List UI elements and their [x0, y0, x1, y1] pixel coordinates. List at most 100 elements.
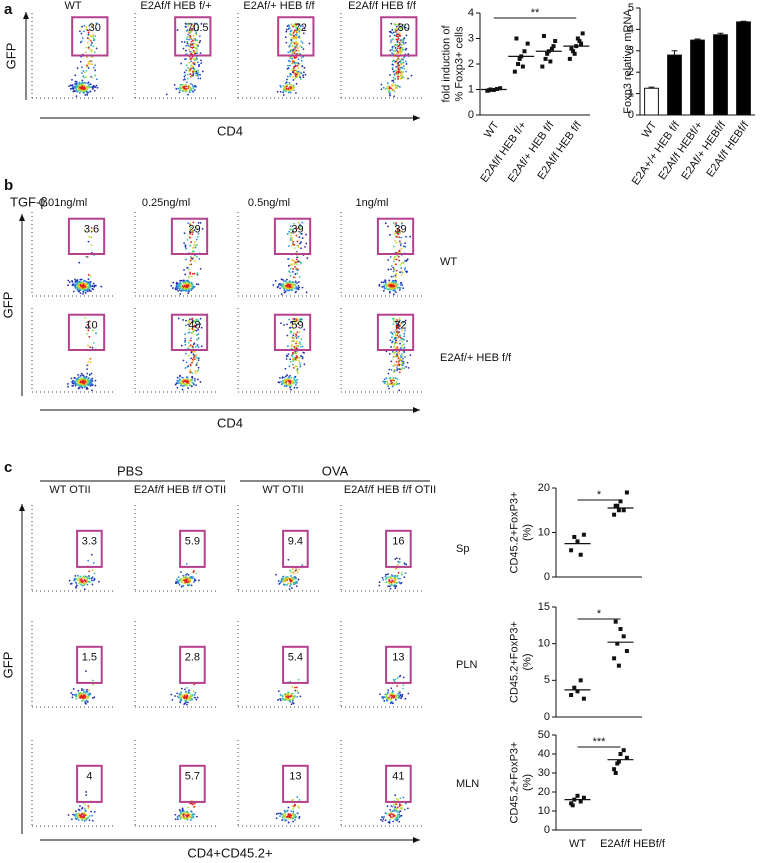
cell-dot: [188, 48, 191, 51]
gate-value: 3.6: [84, 224, 99, 236]
cell-dot: [294, 284, 297, 286]
cell-dot: [398, 289, 401, 291]
cell-dot: [401, 344, 404, 347]
cell-dot: [393, 23, 396, 26]
bar: [690, 39, 705, 116]
cell-dot: [86, 86, 89, 89]
cell-dot: [191, 47, 194, 49]
column-label: E2Af/f HEB f/f: [348, 0, 417, 12]
cell-dot: [396, 254, 399, 257]
cell-dot: [194, 345, 197, 348]
cell-dot: [292, 44, 294, 47]
cell-dot: [192, 356, 195, 359]
cell-dot: [289, 228, 292, 231]
cell-dot: [82, 293, 84, 295]
cell-dot: [387, 383, 390, 386]
cell-dot: [396, 33, 398, 36]
cell-dot: [87, 344, 89, 347]
cell-dot: [197, 378, 199, 381]
cell-dot: [281, 278, 284, 281]
cell-dot: [293, 247, 296, 250]
cell-dot: [291, 263, 293, 266]
cell-dot: [286, 323, 288, 326]
cell-dot: [394, 31, 397, 33]
cell-dot: [89, 692, 92, 695]
cell-dot: [393, 281, 396, 284]
cell-dot: [75, 812, 78, 815]
cell-dot: [193, 43, 196, 45]
cell-dot: [288, 230, 291, 233]
cell-dot: [78, 261, 81, 264]
cell-dot: [395, 25, 398, 28]
cell-dot: [389, 816, 392, 818]
cell-dot: [289, 816, 292, 819]
cell-dot: [395, 696, 398, 699]
cell-dot: [187, 292, 190, 295]
cell-dot: [185, 85, 188, 88]
cell-dot: [388, 693, 391, 696]
cell-dot: [185, 279, 188, 282]
cell-dot: [179, 384, 182, 387]
cell-dot: [394, 585, 397, 588]
cell-dot: [402, 261, 404, 264]
cell-dot: [188, 345, 191, 348]
cell-dot: [397, 85, 400, 88]
cell-dot: [274, 279, 277, 282]
y-axis-label: Foxp3 relative mRNA: [622, 9, 634, 114]
cell-dot: [79, 383, 82, 386]
cell-dot: [300, 59, 303, 62]
cell-dot: [78, 290, 81, 293]
cell-dot: [287, 24, 290, 27]
x-tick-label: E2Af/f HEBf/f: [600, 838, 666, 850]
cell-dot: [301, 356, 304, 359]
cell-dot: [287, 582, 289, 585]
cell-dot: [403, 42, 405, 45]
cell-dot: [393, 583, 396, 586]
cell-dot: [75, 815, 77, 817]
cell-dot: [184, 700, 187, 703]
cell-dot: [396, 351, 399, 354]
point: [569, 693, 574, 697]
cell-dot: [188, 689, 190, 692]
cell-dot: [79, 278, 82, 281]
cell-dot: [403, 332, 406, 335]
cell-dot: [178, 89, 181, 92]
cell-dot: [290, 73, 292, 76]
cell-dot: [186, 288, 188, 291]
cell-dot: [295, 342, 297, 345]
cell-dot: [83, 386, 86, 389]
cell-dot: [392, 88, 395, 91]
cell-dot: [298, 236, 301, 238]
cell-dot: [289, 585, 291, 588]
cell-dot: [89, 63, 91, 65]
cell-dot: [389, 376, 392, 379]
cell-dot: [73, 376, 76, 379]
cell-dot: [199, 267, 202, 270]
cell-dot: [74, 287, 77, 289]
cell-dot: [189, 224, 192, 227]
cell-dot: [399, 231, 402, 234]
cell-dot: [296, 256, 298, 259]
cell-dot: [394, 678, 397, 681]
cell-dot: [82, 382, 84, 384]
cell-dot: [86, 583, 89, 586]
cell-dot: [406, 340, 408, 342]
cell-dot: [289, 382, 292, 385]
cell-dot: [191, 233, 194, 236]
cell-dot: [194, 51, 196, 54]
cell-dot: [186, 73, 189, 76]
cell-dot: [193, 272, 196, 275]
cell-dot: [296, 372, 299, 374]
cell-dot: [292, 31, 295, 34]
cell-dot: [387, 812, 390, 815]
cell-dot: [190, 811, 193, 813]
gate: [71, 16, 109, 57]
cell-dot: [195, 34, 198, 36]
cell-dot: [84, 89, 87, 92]
cell-dot: [85, 386, 88, 389]
gate: [170, 217, 209, 255]
cell-dot: [288, 289, 291, 292]
cell-dot: [396, 227, 399, 230]
cell-dot: [399, 59, 402, 62]
cell-dot: [179, 286, 181, 289]
